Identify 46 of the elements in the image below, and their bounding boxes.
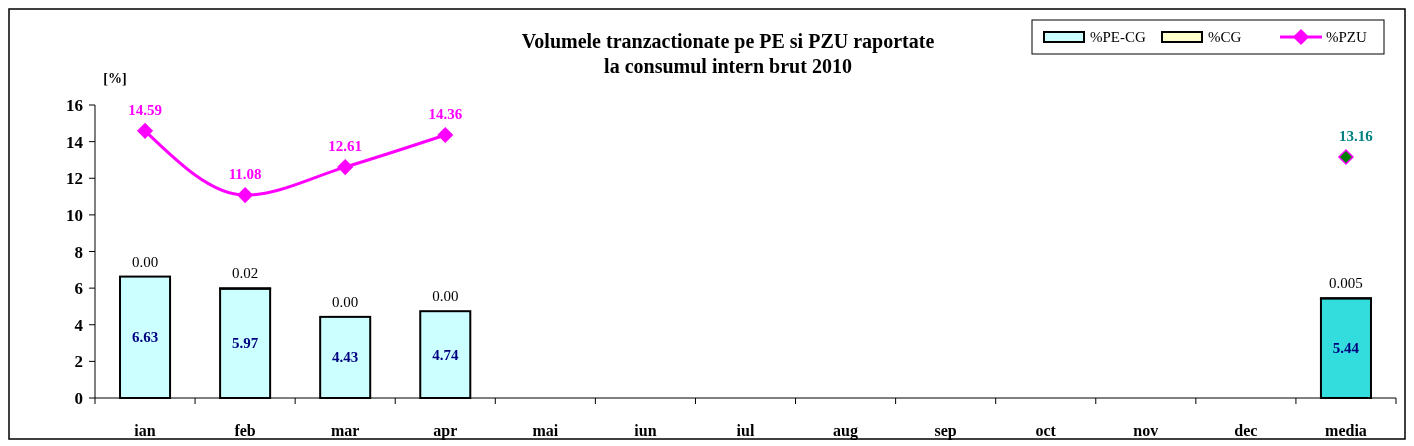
x-tick-label: iul	[736, 422, 755, 439]
data-label: 12.61	[328, 138, 363, 155]
x-tick-label: feb	[234, 422, 256, 439]
x-tick-label: apr	[433, 422, 458, 440]
y-tick-label: 12	[66, 169, 83, 189]
y-tick-label: 10	[66, 205, 83, 225]
data-label: 6.63	[131, 329, 159, 346]
y-tick-label: 0	[74, 389, 83, 408]
x-tick-label: dec	[1234, 422, 1258, 439]
data-label: 0.02	[231, 265, 259, 282]
data-label: 0.00	[131, 253, 159, 270]
data-label: 0.00	[432, 288, 459, 305]
data-label: 14.59	[128, 101, 162, 118]
data-label: 13.16	[1339, 128, 1374, 145]
data-label: 11.08	[228, 166, 262, 183]
x-tick-label: mar	[330, 422, 360, 439]
x-tick-label: mai	[532, 422, 559, 439]
data-label: 4.43	[332, 349, 359, 366]
y-tick-label: 2	[74, 352, 83, 372]
legend-label: %PE-CG	[1090, 29, 1146, 45]
data-label: 0.005	[1329, 275, 1363, 292]
x-tick-label: sep	[934, 422, 957, 440]
data-label: 14.36	[428, 106, 463, 123]
x-tick-label: oct	[1035, 422, 1057, 439]
x-tick-label: iun	[634, 422, 657, 439]
x-tick-label: nov	[1133, 422, 1159, 439]
data-label: 0.00	[332, 293, 359, 310]
y-tick-label: 16	[66, 96, 83, 115]
point	[337, 159, 353, 175]
chart-title: Volumele tranzactionate pe PE si PZU raportate la consumul intern brut 2010	[521, 30, 935, 77]
point	[437, 127, 454, 143]
data-label: 4.74	[432, 346, 459, 363]
data-label: 5.97	[231, 335, 259, 352]
y-tick-label: 8	[74, 242, 83, 262]
x-tick-label: ian	[134, 422, 156, 439]
data-label: 5.44	[1332, 340, 1360, 357]
point	[137, 123, 153, 139]
x-tick-label: aug	[833, 422, 859, 440]
y-axis-title: [%]	[103, 71, 127, 86]
point	[237, 187, 253, 203]
y-tick-label: 6	[74, 279, 83, 299]
y-tick-label: 14	[66, 132, 84, 152]
y-tick-label: 4	[74, 315, 84, 335]
legend-label: %CG	[1208, 29, 1242, 45]
legend-label: %PZU	[1326, 29, 1367, 45]
x-tick-label: media	[1325, 422, 1367, 439]
